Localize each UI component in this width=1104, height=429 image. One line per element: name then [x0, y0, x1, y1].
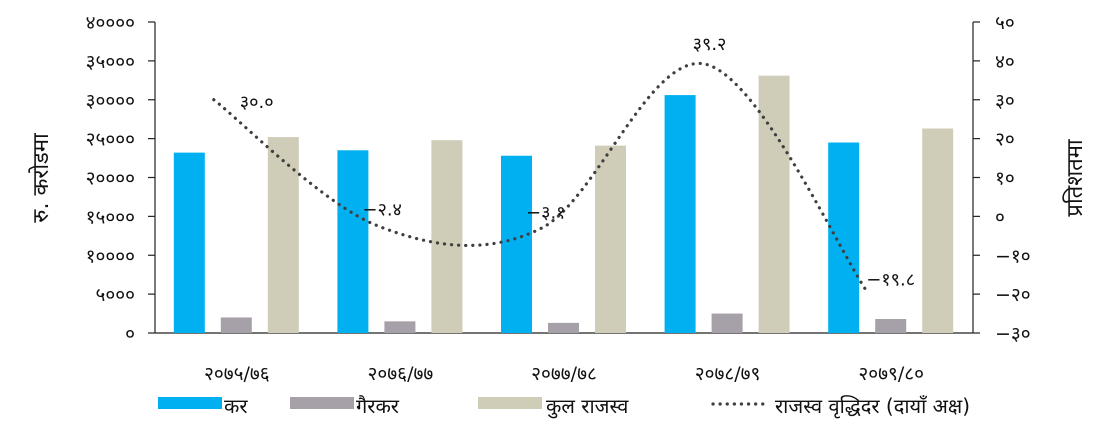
bar-total-revenue	[595, 145, 626, 333]
left-axis-title: रु. करोडमा	[28, 133, 54, 223]
bar-tax	[501, 155, 532, 333]
left-tick-label: १००००	[86, 245, 135, 267]
bar-tax	[828, 142, 860, 333]
right-tick-label: १०	[995, 168, 1015, 190]
bar-tax	[173, 152, 205, 333]
bar-tax	[664, 95, 696, 334]
right-tick-label: २०	[995, 129, 1015, 151]
left-tick-label: ३००००	[86, 90, 135, 112]
legend-label: गैरकर	[356, 394, 400, 418]
bar-nontax	[384, 321, 416, 333]
right-tick-label: −२०	[995, 284, 1031, 306]
x-category-label: २०७५/७६	[204, 363, 270, 385]
bar-total-revenue	[922, 128, 954, 333]
legend-swatch	[290, 397, 354, 409]
left-tick-label: २००००	[86, 168, 135, 190]
x-category-label: २०७६/७७	[368, 363, 434, 385]
legend-swatch	[158, 397, 222, 409]
legend-label: कर	[224, 394, 248, 418]
bar-total-revenue	[758, 75, 790, 334]
x-category-label: २०७८/७९	[695, 363, 761, 385]
left-tick-label: ४००००	[86, 12, 135, 34]
legend-swatch	[478, 397, 542, 409]
right-tick-label: −३०	[995, 323, 1031, 345]
bar-nontax	[711, 313, 743, 333]
right-tick-label: ०	[995, 206, 1005, 228]
growth-data-label: −३.१	[526, 202, 566, 223]
growth-data-label: ३०.०	[240, 92, 274, 113]
legend-label: कुल राजस्व	[546, 394, 629, 419]
right-tick-label: ३०	[995, 90, 1015, 112]
x-category-label: २०७९/८०	[858, 363, 924, 385]
right-tick-label: −१०	[995, 245, 1031, 267]
growth-data-label: ३९.२	[693, 34, 727, 55]
bar-nontax	[548, 322, 579, 333]
right-tick-label: ४०	[995, 51, 1015, 73]
growth-data-label: −१९.८	[866, 269, 915, 290]
left-tick-label: १५०००	[86, 206, 135, 228]
legend-label: राजस्व वृद्धिदर (दायाँ अक्ष)	[775, 394, 970, 419]
x-category-label: २०७७/७८	[531, 363, 597, 385]
bar-nontax	[220, 317, 252, 333]
bar-total-revenue	[267, 137, 299, 333]
bar-total-revenue	[431, 140, 463, 333]
right-axis-title: प्रतिशतमा	[1062, 139, 1088, 216]
bar-tax	[337, 150, 369, 333]
growth-data-label: −२.४	[362, 200, 402, 221]
growth-rate-line	[212, 62, 870, 295]
bar-nontax	[875, 319, 907, 333]
right-tick-label: ५०	[995, 12, 1015, 34]
left-tick-label: ३५०००	[86, 51, 135, 73]
left-tick-label: २५०००	[86, 129, 135, 151]
left-tick-label: ५०००	[95, 284, 135, 306]
left-tick-label: ०	[125, 323, 135, 345]
